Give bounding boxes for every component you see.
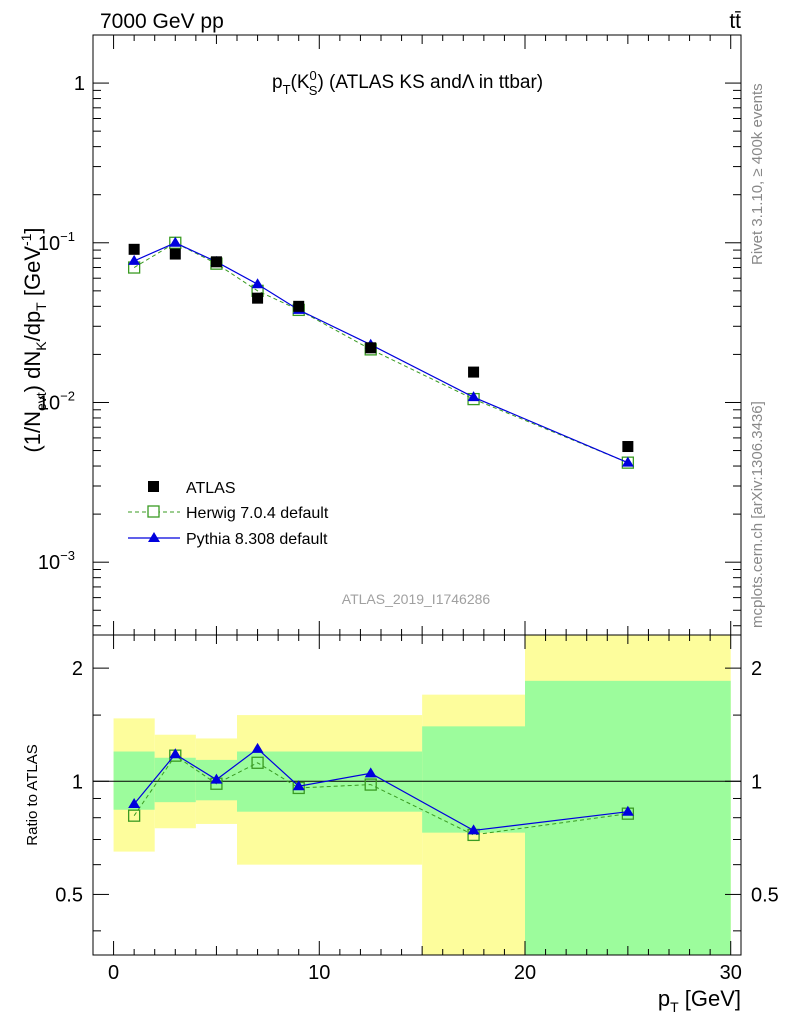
legend: ATLAS Herwig 7.0.4 default Pythia 8.308 … [128, 480, 329, 548]
main-y-tick-label: 10−3 [38, 548, 75, 574]
pythia-point [467, 391, 480, 402]
ratio-y-tick-labels: 2 1 0.5 2 1 0.5 [55, 658, 779, 906]
ratio-y-tick-label-right: 2 [751, 658, 762, 680]
ratio-y-tick-label-right: 1 [751, 771, 762, 793]
x-tick-labels: 0 10 20 30 [108, 962, 742, 984]
header-energy-label: 7000 GeV pp [100, 10, 224, 33]
header-process-label: tt̄ [729, 10, 741, 33]
x-tick-label: 0 [108, 962, 119, 984]
analysis-id-label: ATLAS_2019_I1746286 [342, 591, 491, 607]
ratio-uncertainty-bands [113, 635, 731, 955]
pythia-ratio-point [364, 767, 377, 778]
main-y-axis-label: (1/Nevt) dNK/dpT [GeV-1] [18, 227, 49, 452]
ratio-y-tick-label-left: 0.5 [55, 884, 83, 906]
pythia-ratio-point [128, 798, 141, 809]
legend-label-atlas: ATLAS [186, 480, 236, 497]
ratio-y-tick-label-right: 0.5 [751, 884, 779, 906]
pythia-point [128, 254, 141, 265]
ratio-y-axis-label: Ratio to ATLAS [24, 744, 41, 845]
main-y-tick-label: 10−2 [38, 388, 75, 414]
main-y-tick-label: 1 [74, 73, 85, 95]
rivet-version-label: Rivet 3.1.10, ≥ 400k events [749, 83, 766, 265]
herwig-ratio-line [133, 754, 628, 836]
ratio-y-tick-label-left: 1 [72, 771, 83, 793]
mcplots-reference-label: mcplots.cern.ch [arXiv:1306.3436] [749, 401, 766, 628]
legend-marker-pythia [148, 532, 160, 542]
band-inner [422, 726, 525, 833]
ratio-series-layer [127, 742, 635, 842]
ratio-panel: 2 1 0.5 2 1 0.5 0 10 20 30 Ratio to ATLA… [24, 634, 779, 1015]
atlas-point [210, 256, 222, 268]
band-inner [154, 757, 196, 803]
main-panel: 1 10−1 10−2 10−3 pT(K0 S) (ATLAS KS andΛ … [18, 34, 742, 636]
pythia-ratio-point [210, 773, 223, 784]
atlas-point [252, 292, 264, 304]
pythia-ratio-point [621, 805, 634, 816]
herwig-line [133, 242, 629, 464]
x-tick-label: 20 [514, 962, 536, 984]
legend-marker-atlas [148, 481, 159, 492]
atlas-point [128, 243, 140, 255]
x-tick-label: 30 [720, 962, 742, 984]
legend-label-pythia: Pythia 8.308 default [186, 531, 328, 548]
pythia-point [251, 278, 264, 289]
pythia-ratio-line [133, 748, 628, 832]
ratio-plot-frame [92, 634, 742, 956]
main-axis-ticks [93, 34, 741, 635]
pythia-ratio-point [467, 824, 480, 835]
legend-label-herwig: Herwig 7.0.4 default [186, 505, 329, 522]
atlas-point [365, 342, 377, 354]
main-y-tick-label: 10−1 [38, 229, 75, 255]
main-series-layer [127, 236, 635, 469]
plot-title: pT(K0 S) (ATLAS KS andΛ in ttbar) [272, 68, 543, 98]
pythia-point [621, 456, 634, 467]
x-tick-label: 10 [308, 962, 330, 984]
pythia-point [169, 236, 182, 247]
atlas-point [169, 248, 181, 260]
pythia-ratio-point [292, 780, 305, 791]
pythia-ratio-point [251, 742, 264, 753]
main-y-tick-labels: 1 10−1 10−2 10−3 [38, 73, 85, 574]
ratio-axis-ticks [93, 635, 741, 955]
herwig-ratio-point [251, 756, 264, 769]
herwig-ratio-point [127, 809, 141, 822]
herwig-ratio-point [364, 778, 377, 791]
atlas-point [468, 366, 480, 378]
atlas-point [622, 441, 634, 453]
pythia-line [133, 242, 629, 464]
pythia-ratio-point [169, 748, 182, 759]
x-axis-label: pT [GeV] [658, 986, 741, 1015]
atlas-point [293, 300, 305, 312]
legend-marker-herwig [147, 505, 160, 518]
ratio-y-tick-label-left: 2 [72, 658, 83, 680]
band-inner [525, 680, 731, 955]
